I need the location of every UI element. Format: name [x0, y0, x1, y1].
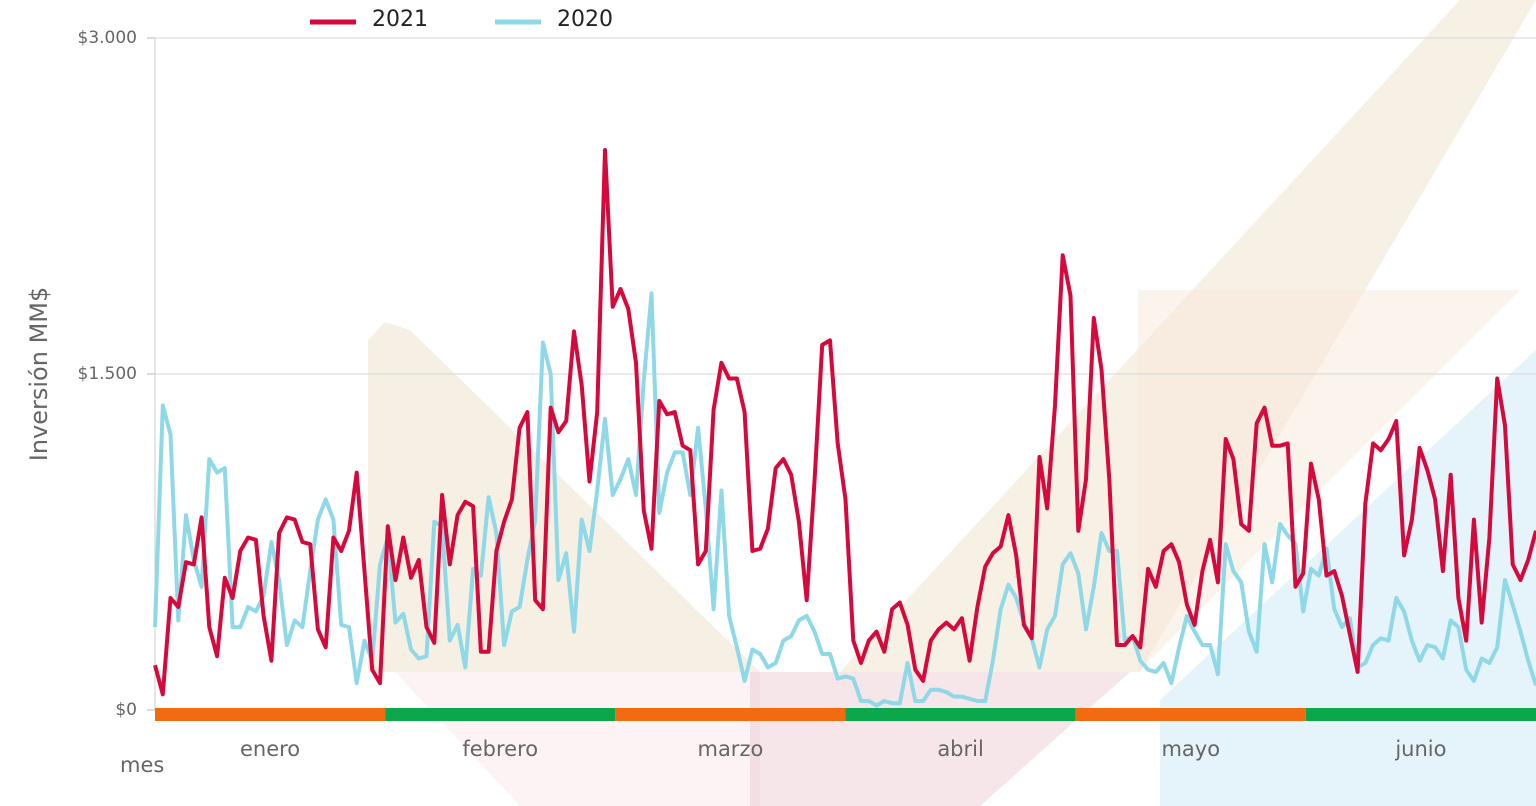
- x-tick-label: enero: [240, 737, 300, 761]
- chart: Inversión MM$ mes $0 $1.500 $3.000 enero feb…: [0, 0, 1536, 806]
- background-decoration: [368, 0, 1536, 806]
- y-tick-label: $3.000: [78, 28, 137, 48]
- month-bar: [155, 708, 385, 721]
- y-axis-label: Inversión MM$: [25, 287, 53, 462]
- x-tick-label: junio: [1394, 737, 1446, 761]
- y-tick-label: $0: [115, 700, 137, 720]
- x-tick-label: marzo: [697, 737, 763, 761]
- legend-label: 2021: [372, 7, 428, 32]
- y-tick-label: $1.500: [78, 364, 137, 384]
- month-bar: [615, 708, 845, 721]
- x-axis-label: mes: [120, 753, 164, 777]
- month-bar: [1306, 708, 1536, 721]
- page: {"chart_data": {"type": "line", "y_label…: [0, 0, 1536, 806]
- x-tick-label: abril: [937, 737, 984, 761]
- x-tick-label: mayo: [1161, 737, 1220, 761]
- month-bar: [385, 708, 615, 721]
- month-bar: [1076, 708, 1306, 721]
- x-tick-label: febrero: [462, 737, 538, 761]
- legend-label: 2020: [557, 7, 613, 32]
- month-bar: [846, 708, 1076, 721]
